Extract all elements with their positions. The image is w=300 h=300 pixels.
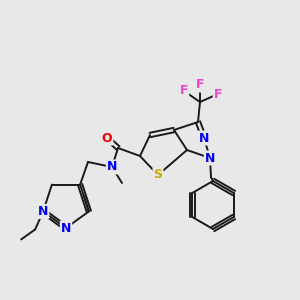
Text: N: N [205, 152, 215, 164]
Text: N: N [107, 160, 117, 173]
Text: S: S [154, 169, 163, 182]
Text: N: N [61, 221, 71, 235]
Text: N: N [38, 205, 48, 218]
Text: N: N [199, 131, 209, 145]
Text: F: F [180, 85, 188, 98]
Text: F: F [214, 88, 222, 100]
Text: F: F [196, 79, 204, 92]
Text: O: O [102, 131, 112, 145]
